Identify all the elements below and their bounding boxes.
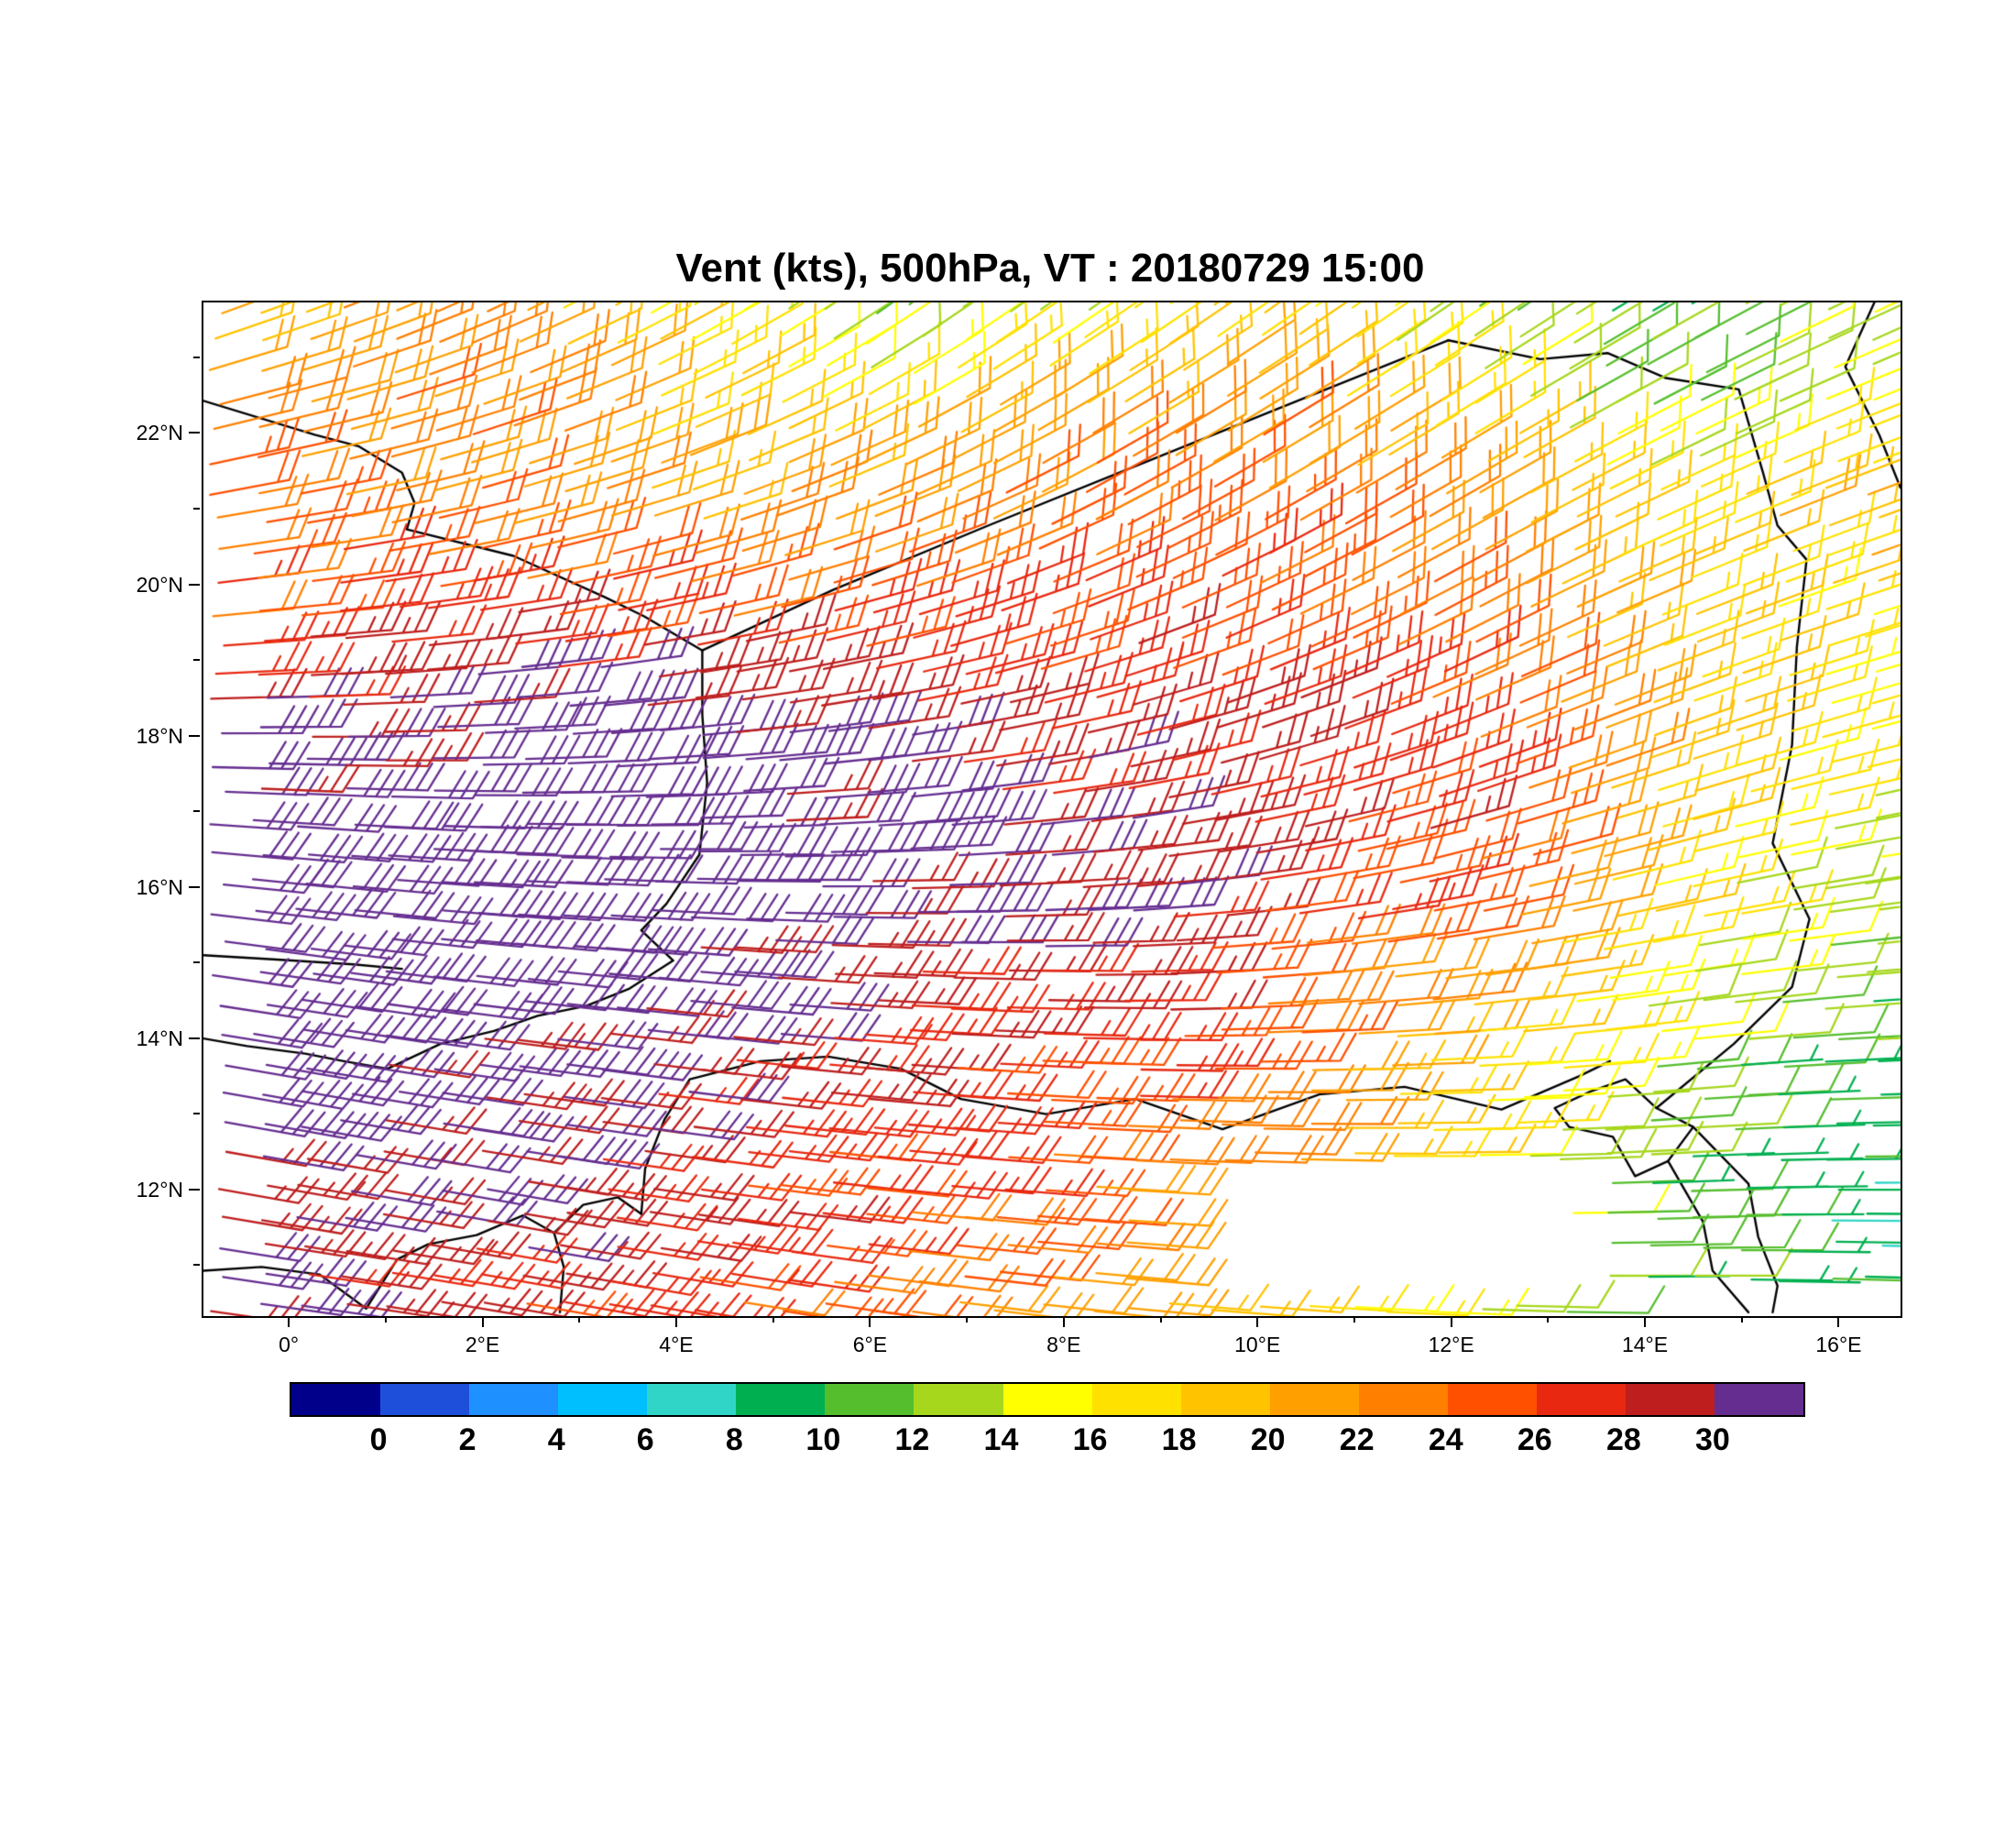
colorbar-tick-label: 18 <box>1161 1422 1197 1457</box>
wind-barb-canvas <box>203 302 1901 1316</box>
lon-minor-tick <box>384 1316 387 1323</box>
lon-tick-label: 6°E <box>852 1333 888 1356</box>
lon-tick-label: 16°E <box>1815 1333 1862 1356</box>
lon-minor-tick <box>1159 1316 1162 1323</box>
colorbar-tick-label: 10 <box>805 1422 841 1457</box>
colorbar-segment <box>291 1384 381 1415</box>
colorbar-segment <box>558 1384 648 1415</box>
lat-minor-tick <box>193 1264 200 1267</box>
colorbar <box>290 1382 1805 1417</box>
colorbar-segment <box>1003 1384 1092 1415</box>
lat-minor-tick <box>193 356 200 358</box>
lon-minor-tick <box>1353 1316 1355 1323</box>
lat-tick-label: 12°N <box>136 1177 183 1202</box>
colorbar-segment <box>825 1384 915 1415</box>
chart-title: Vent (kts), 500hPa, VT : 20180729 15:00 <box>675 246 1425 291</box>
colorbar-segment <box>647 1384 737 1415</box>
colorbar-tick-label: 28 <box>1605 1422 1641 1457</box>
lon-minor-tick <box>578 1316 581 1323</box>
colorbar-segment <box>914 1384 1003 1415</box>
colorbar-tick-label: 4 <box>547 1422 565 1457</box>
colorbar-segment <box>1180 1384 1270 1415</box>
colorbar-tick-label: 0 <box>369 1422 388 1457</box>
lat-minor-tick <box>193 810 200 813</box>
colorbar-tick-label: 22 <box>1339 1422 1375 1457</box>
colorbar-segment <box>1269 1384 1359 1415</box>
lat-tick-label: 18°N <box>136 723 183 748</box>
colorbar-segment <box>736 1384 826 1415</box>
map-plot-area <box>202 301 1902 1318</box>
colorbar-tick-label: 6 <box>636 1422 654 1457</box>
colorbar-tick-label: 26 <box>1517 1422 1552 1457</box>
lon-major-tick <box>1450 1316 1452 1327</box>
lat-tick-label: 16°N <box>136 874 183 899</box>
colorbar-segment <box>1715 1384 1804 1415</box>
lon-major-tick <box>1644 1316 1647 1327</box>
lon-tick-label: 8°E <box>1046 1333 1081 1356</box>
lon-minor-tick <box>1547 1316 1550 1323</box>
colorbar-tick-label: 14 <box>983 1422 1019 1457</box>
lon-major-tick <box>869 1316 871 1327</box>
lon-major-tick <box>481 1316 484 1327</box>
colorbar-segment <box>380 1384 470 1415</box>
colorbar-segment <box>469 1384 559 1415</box>
lon-major-tick <box>674 1316 677 1327</box>
lon-minor-tick <box>772 1316 774 1323</box>
colorbar-segment <box>1358 1384 1448 1415</box>
lon-tick-label: 14°E <box>1621 1333 1669 1356</box>
lat-minor-tick <box>193 961 200 964</box>
lat-major-tick <box>189 1188 200 1191</box>
colorbar-tick-label: 8 <box>725 1422 743 1457</box>
lat-tick-label: 22°N <box>136 421 183 445</box>
lat-minor-tick <box>193 659 200 662</box>
lat-minor-tick <box>193 1113 200 1115</box>
lat-major-tick <box>189 583 200 586</box>
colorbar-tick-label: 16 <box>1072 1422 1108 1457</box>
lat-minor-tick <box>193 507 200 510</box>
lat-major-tick <box>189 885 200 888</box>
colorbar-tick-label: 2 <box>458 1422 477 1457</box>
lon-major-tick <box>1062 1316 1065 1327</box>
lat-major-tick <box>189 1037 200 1039</box>
colorbar-tick-label: 30 <box>1695 1422 1730 1457</box>
lon-tick-label: 0° <box>279 1333 300 1356</box>
lon-tick-label: 12°E <box>1428 1333 1474 1356</box>
lon-tick-label: 4°E <box>659 1333 694 1356</box>
lon-major-tick <box>1256 1316 1259 1327</box>
colorbar-segment <box>1447 1384 1537 1415</box>
colorbar-tick-label: 20 <box>1250 1422 1286 1457</box>
lon-major-tick <box>1837 1316 1840 1327</box>
lon-minor-tick <box>966 1316 969 1323</box>
lat-tick-label: 20°N <box>136 572 183 597</box>
lat-tick-label: 14°N <box>136 1026 183 1050</box>
colorbar-segment <box>1536 1384 1626 1415</box>
lon-tick-label: 10°E <box>1234 1333 1281 1356</box>
colorbar-tick-label: 12 <box>894 1422 930 1457</box>
lon-major-tick <box>288 1316 290 1327</box>
lon-tick-label: 2°E <box>465 1333 500 1356</box>
colorbar-segment <box>1625 1384 1715 1415</box>
lon-minor-tick <box>1740 1316 1743 1323</box>
lat-major-tick <box>189 734 200 737</box>
lat-major-tick <box>189 432 200 434</box>
colorbar-tick-label: 24 <box>1428 1422 1463 1457</box>
colorbar-segment <box>1091 1384 1181 1415</box>
